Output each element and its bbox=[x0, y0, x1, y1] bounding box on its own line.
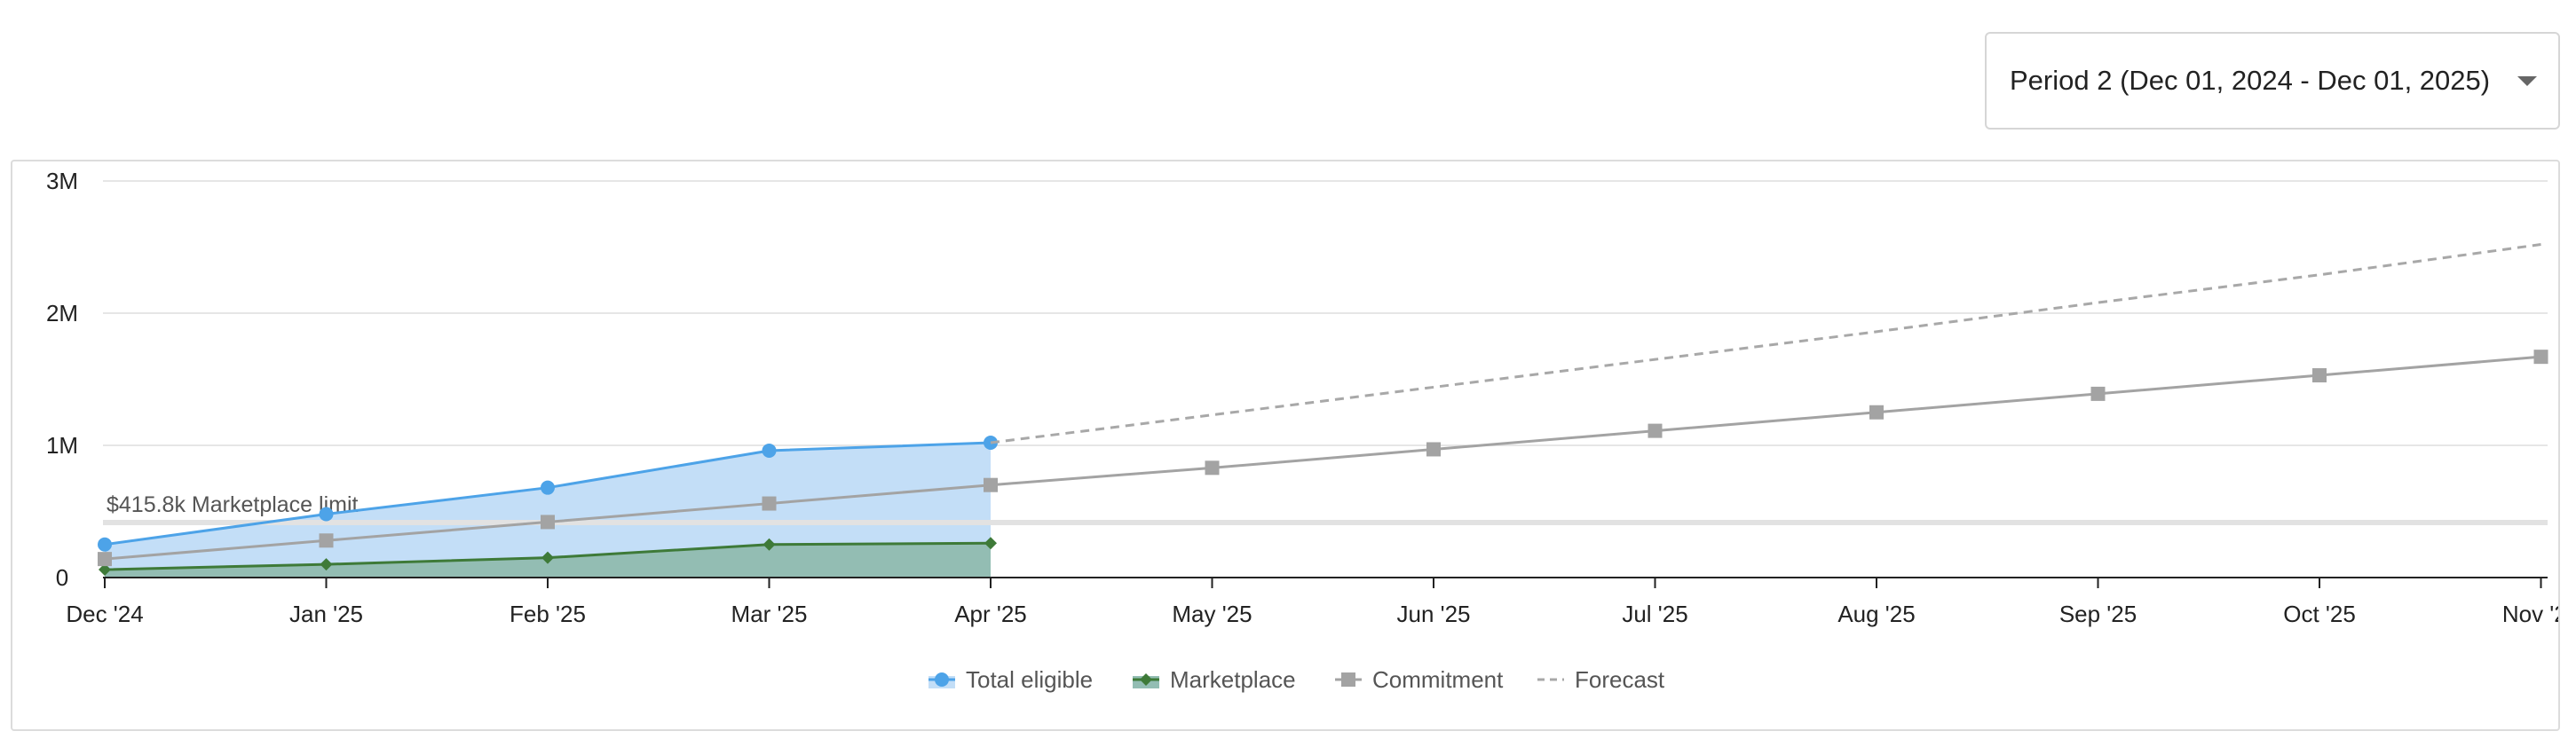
series-line-commitment bbox=[104, 355, 2541, 561]
chart-card: 0 1M 2M 3M $415.8k Marketplace limit Dec '24 J… bbox=[11, 160, 2560, 731]
legend-item-commitment: Commitment bbox=[1335, 666, 1504, 693]
x-tick-label: Mar '25 bbox=[731, 601, 808, 627]
x-axis: Dec '24 Jan '25 Feb '25 Mar '25 Apr '25 May '… bbox=[66, 577, 2558, 627]
chevron-down-icon bbox=[2517, 75, 2537, 86]
data-point-commitment bbox=[762, 496, 777, 511]
data-point-marketplace bbox=[320, 558, 333, 571]
data-point-commitment bbox=[2312, 368, 2327, 383]
data-point-total-eligible bbox=[762, 443, 777, 458]
data-point-commitment bbox=[541, 515, 555, 530]
y-tick-label: 2M bbox=[46, 300, 78, 326]
data-point-marketplace bbox=[984, 537, 997, 550]
x-tick-label: May '25 bbox=[1172, 601, 1252, 627]
x-tick-label: Jun '25 bbox=[1396, 601, 1470, 627]
x-tick-label: Oct '25 bbox=[2283, 601, 2356, 627]
legend-label: Commitment bbox=[1372, 666, 1504, 693]
x-tick-label: Jul '25 bbox=[1622, 601, 1687, 627]
data-point-commitment bbox=[2090, 386, 2106, 401]
cost-chart: 0 1M 2M 3M $415.8k Marketplace limit Dec '24 J… bbox=[46, 168, 2558, 693]
x-tick-label: Apr '25 bbox=[954, 601, 1027, 627]
data-point-commitment bbox=[1426, 442, 1441, 457]
legend: Total eligible Marketplace Commitment Forec… bbox=[928, 666, 1665, 693]
period-select-label: Period 2 (Dec 01, 2024 - Dec 01, 2025) bbox=[2010, 65, 2491, 96]
data-point-marketplace bbox=[541, 551, 554, 564]
data-point-total-eligible bbox=[319, 507, 334, 522]
legend-label: Forecast bbox=[1575, 666, 1665, 693]
y-tick-label: 3M bbox=[46, 168, 78, 194]
series-marketplace bbox=[99, 537, 997, 577]
data-point-commitment bbox=[319, 533, 334, 548]
data-point-commitment bbox=[2533, 350, 2548, 365]
x-tick-label: Dec '24 bbox=[66, 601, 143, 627]
data-point-commitment bbox=[984, 477, 998, 492]
x-tick-label: Aug '25 bbox=[1837, 601, 1915, 627]
series-forecast bbox=[990, 243, 2541, 444]
data-point-total-eligible bbox=[541, 480, 555, 495]
data-point-commitment bbox=[98, 552, 112, 567]
y-tick-label: 0 bbox=[56, 564, 68, 591]
legend-label: Total eligible bbox=[966, 666, 1093, 693]
data-point-marketplace bbox=[763, 538, 776, 551]
data-point-commitment bbox=[1205, 460, 1220, 476]
period-select[interactable]: Period 2 (Dec 01, 2024 - Dec 01, 2025) bbox=[1985, 32, 2560, 130]
series-line-forecast bbox=[990, 243, 2541, 444]
legend-marker bbox=[935, 672, 949, 687]
legend-item-total-eligible: Total eligible bbox=[928, 666, 1093, 693]
x-tick-label: Feb '25 bbox=[510, 601, 586, 627]
legend-marker bbox=[1341, 672, 1355, 687]
x-tick-label: Jan '25 bbox=[289, 601, 363, 627]
legend-item-forecast: Forecast bbox=[1537, 666, 1665, 693]
x-tick-label: Nov '25 bbox=[2502, 601, 2558, 627]
data-point-commitment bbox=[1869, 405, 1884, 420]
legend-marker bbox=[1140, 673, 1152, 686]
legend-item-marketplace: Marketplace bbox=[1133, 666, 1296, 693]
y-grid: 0 1M 2M 3M bbox=[46, 168, 2548, 591]
data-point-commitment bbox=[1648, 423, 1663, 438]
legend-label: Marketplace bbox=[1170, 666, 1296, 693]
y-tick-label: 1M bbox=[46, 432, 78, 459]
marketplace-limit-label: $415.8k Marketplace limit bbox=[107, 492, 359, 517]
data-point-marketplace bbox=[99, 563, 111, 577]
x-tick-label: Sep '25 bbox=[2059, 601, 2137, 627]
series-commitment bbox=[98, 350, 2548, 567]
data-point-total-eligible bbox=[98, 537, 112, 552]
